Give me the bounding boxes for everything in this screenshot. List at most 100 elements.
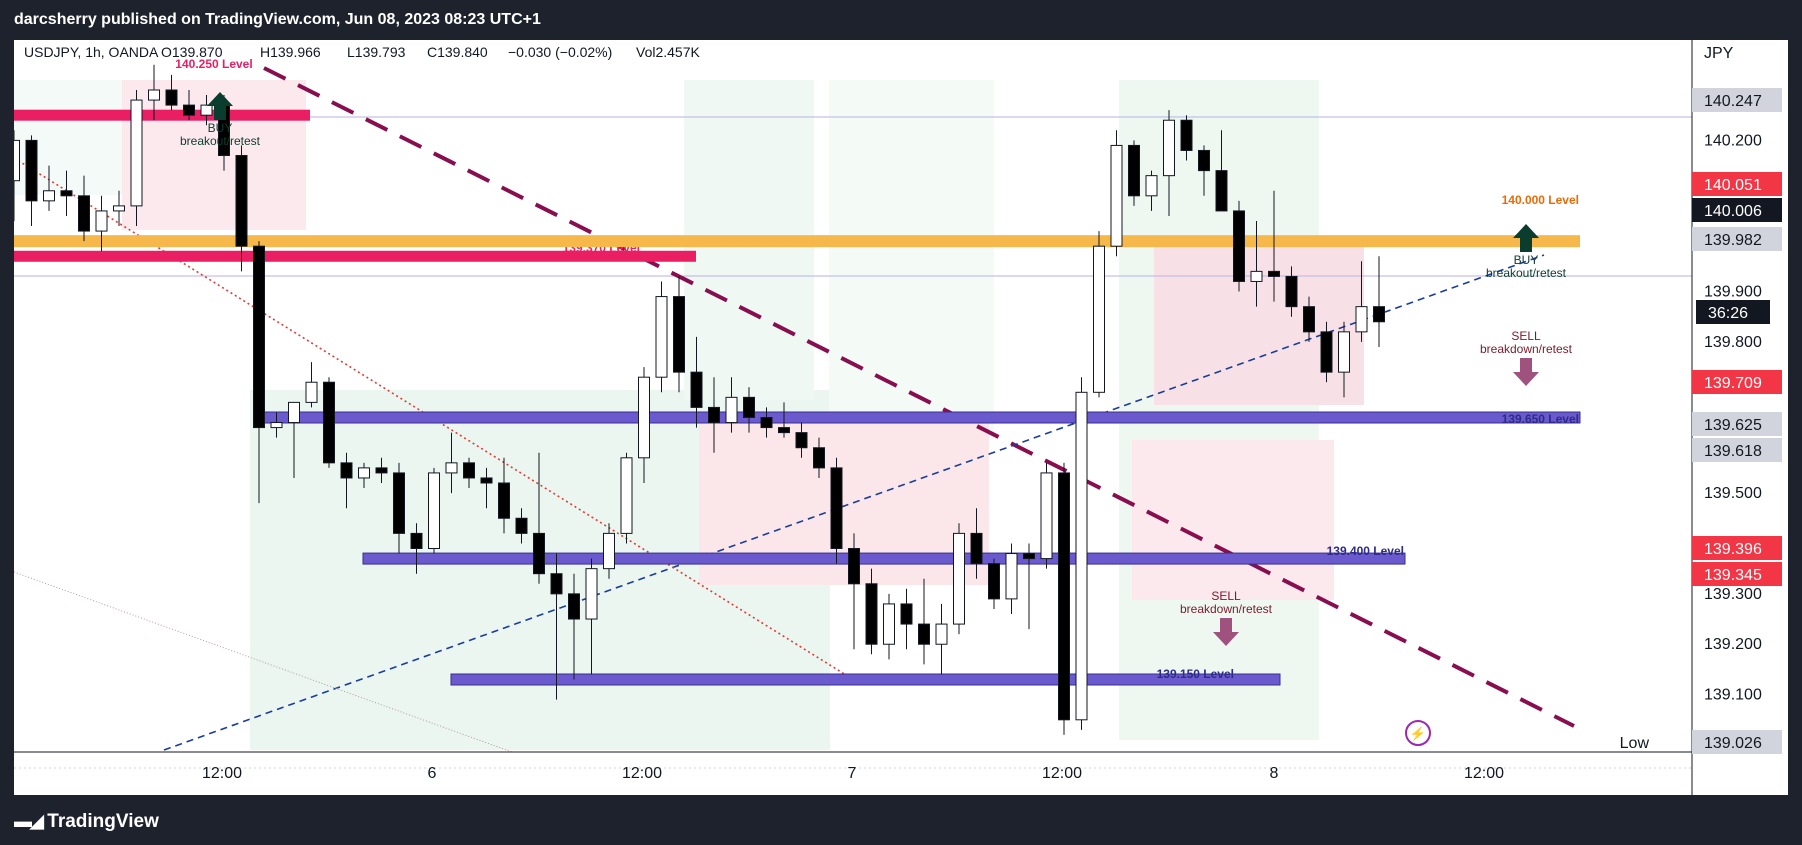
price-tag-value: 139.709 (1704, 375, 1762, 392)
level-label: 139.650 Level (1502, 412, 1579, 426)
candle-body (1180, 119, 1193, 151)
y-tick-label: 139.500 (1704, 485, 1762, 502)
candle-body (1373, 306, 1385, 323)
candle-body (1093, 245, 1105, 393)
candle-body (655, 296, 668, 378)
publish-header: darcsherry published on TradingView.com,… (0, 0, 1802, 40)
price-tag (1692, 88, 1782, 112)
level-label: 140.250 Level (175, 57, 252, 71)
candle-body (1040, 472, 1053, 560)
level-label: 140.000 Level (1502, 193, 1579, 207)
y-tick-label: 139.800 (1704, 334, 1762, 351)
candle-body (1285, 275, 1298, 308)
y-tick-label: 139.900 (1704, 284, 1762, 301)
published-line: darcsherry published on TradingView.com,… (14, 11, 541, 28)
level-bar (14, 235, 1580, 248)
candle-body (988, 563, 1000, 600)
candle-body (113, 205, 125, 212)
candle-body (183, 104, 195, 116)
buy-label: BUY (208, 121, 233, 135)
price-tag (1692, 370, 1782, 394)
candle-body (78, 195, 90, 232)
trade-annotations: BUYbreakout/retestBUYbreakout/retestSELL… (180, 92, 1573, 746)
price-tag-value: 140.247 (1704, 93, 1762, 110)
candle-body (585, 568, 598, 620)
sell-sublabel: breakdown/retest (1180, 602, 1273, 616)
price-tag-value: 36:26 (1708, 305, 1748, 322)
price-tag (1692, 438, 1782, 462)
level-label: 139.150 Level (1157, 667, 1234, 681)
sell-sublabel: breakdown/retest (1480, 342, 1573, 356)
candle-body (410, 532, 423, 549)
x-tick-label: 12:00 (1042, 765, 1082, 782)
price-tag-value: 140.006 (1704, 203, 1762, 220)
price-time-axes: JPY 140.200 139.900 139.800 139.500 139.300 13… (14, 40, 1788, 795)
level-bar (14, 109, 310, 121)
candle-body (778, 427, 790, 434)
level-label: 139.400 Level (1327, 544, 1404, 558)
candle-body (830, 467, 843, 549)
candle-body (445, 462, 458, 474)
buy-arrow-icon (207, 92, 233, 120)
price-tag (1692, 536, 1782, 560)
x-tick-label: 6 (428, 765, 437, 782)
tradingview-logo[interactable]: ▬◢ TradingView (14, 811, 159, 833)
uptrend-line (163, 254, 1545, 751)
trend-lines (13, 66, 1575, 753)
candle-body (550, 573, 563, 595)
candle-body (900, 603, 913, 625)
lightning-icon: ⚡ (1410, 726, 1426, 742)
candle-body (1250, 270, 1263, 282)
alert-icon (1405, 720, 1431, 746)
candle-body (568, 593, 580, 620)
price-tag-value: 139.625 (1704, 417, 1762, 434)
candle-body (8, 139, 20, 182)
ohlc-legend: USDJPY, 1h, OANDA O139.870 H139.966 L139… (24, 44, 700, 60)
candle-body (480, 477, 493, 484)
candle-body (200, 104, 213, 116)
legend-high: H139.966 (260, 44, 321, 60)
legend-change: −0.030 (−0.02%) (508, 44, 612, 60)
candle-body (1268, 270, 1280, 277)
x-tick-label: 7 (848, 765, 857, 782)
candle-body (813, 447, 825, 469)
legend-volume: Vol2.457K (636, 44, 700, 60)
low-label: Low (1620, 735, 1650, 752)
candle-body (935, 623, 948, 645)
candle-body (25, 139, 38, 202)
x-tick-label: 12:00 (202, 765, 242, 782)
price-tag (1692, 172, 1782, 196)
shaded-zone (829, 80, 994, 440)
sell-arrow-icon (1213, 618, 1239, 646)
candle-body (1163, 119, 1175, 177)
price-tag (1696, 300, 1770, 324)
candle-body (1355, 306, 1368, 333)
candle-body (760, 417, 773, 429)
sell-label: SELL (1211, 589, 1241, 603)
candle-body (305, 381, 318, 403)
price-tag-value: 139.982 (1704, 232, 1762, 249)
candle-body (253, 245, 265, 429)
price-tag (1692, 730, 1782, 754)
price-tag-value: 139.026 (1704, 735, 1762, 752)
candle-body (1110, 144, 1123, 247)
sell-arrow-icon (1513, 358, 1539, 386)
lower-dotted-line (13, 571, 513, 753)
candle-body (148, 89, 160, 101)
candle-body (1303, 306, 1315, 333)
y-tick-label: 139.200 (1704, 636, 1762, 653)
candle-body (638, 376, 650, 459)
candle-body (603, 532, 615, 570)
candle-body (60, 190, 73, 197)
price-tag-value: 139.618 (1704, 443, 1762, 460)
footer-bar: ▬◢ TradingView (0, 800, 1802, 845)
candle-body (358, 467, 370, 479)
level-bar (362, 552, 1406, 565)
buy-label: BUY (1514, 253, 1539, 267)
x-tick-label: 12:00 (622, 765, 662, 782)
candle-body (1075, 391, 1088, 721)
level-bar (255, 411, 1581, 424)
legend-open: O139.870 (161, 44, 223, 60)
